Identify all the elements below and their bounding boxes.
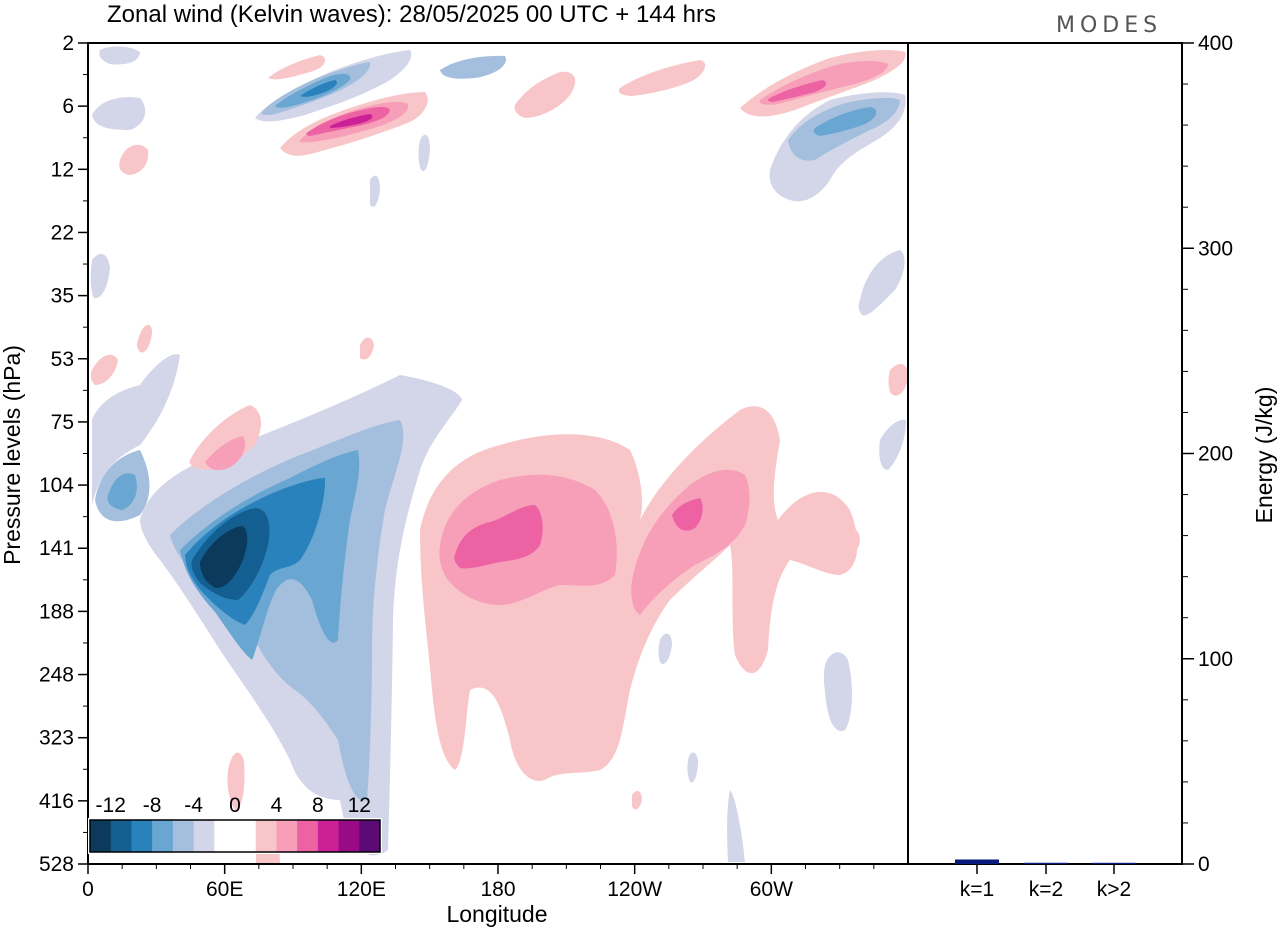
positive-contour-lvl2 <box>205 436 750 615</box>
y-tick-label: 323 <box>39 727 74 750</box>
x-tick-label: 60W <box>750 878 793 901</box>
colorbar-swatch <box>276 820 298 852</box>
energy-tick-label: 200 <box>1198 443 1233 466</box>
energy-axis: 0 100 200 300 400 <box>1182 32 1233 876</box>
energy-axis-label: Energy (J/kg) <box>1251 387 1277 524</box>
energy-tick-label: 100 <box>1198 648 1233 671</box>
energy-bar <box>955 859 999 864</box>
colorbar-swatch <box>317 820 340 852</box>
bar-category-label: k>2 <box>1097 878 1131 901</box>
upper-pos-left-lvl4 <box>330 114 373 128</box>
longitude-axis: 0 60E 120E 180 120W 60W <box>82 864 875 901</box>
positive-contour-lvl3 <box>454 498 703 569</box>
upper-pos-left-lvl2 <box>299 61 888 143</box>
colorbar-swatch <box>214 820 236 852</box>
chart-title: Zonal wind (Kelvin waves): 28/05/2025 00… <box>107 1 716 28</box>
y-tick-label: 6 <box>62 95 74 118</box>
colorbar-label: -8 <box>143 794 162 817</box>
colorbar-swatch <box>297 820 319 852</box>
energy-tick-label: 300 <box>1198 237 1233 260</box>
colorbar-border <box>89 819 381 853</box>
x-tick-label: 180 <box>480 878 515 901</box>
colorbar-swatch <box>152 820 174 852</box>
y-tick-label: 2 <box>62 32 74 55</box>
x-tick-label: 0 <box>82 878 94 901</box>
colorbar-swatch <box>172 820 195 852</box>
colorbar-label: 4 <box>271 794 283 817</box>
colorbar-swatch <box>90 820 112 852</box>
colorbar-label: -12 <box>96 794 126 817</box>
colorbar-swatch <box>131 820 153 852</box>
y-tick-label: 53 <box>51 348 74 371</box>
colorbar-swatch <box>193 820 215 852</box>
y-tick-label: 75 <box>51 411 74 434</box>
y-tick-label: 35 <box>51 285 74 308</box>
pressure-axis: 2 6 12 22 35 53 75 104 141 188 248 323 416 528 <box>39 32 88 876</box>
bar-category-label: k=1 <box>960 878 994 901</box>
y-tick-label: 104 <box>39 474 74 497</box>
y-axis-label: Pressure levels (hPa) <box>0 345 25 565</box>
colorbar-label: 8 <box>312 794 324 817</box>
x-axis-label: Longitude <box>446 901 547 927</box>
energy-tick-label: 400 <box>1198 32 1233 55</box>
x-tick-label: 120W <box>607 878 662 901</box>
energy-bar <box>1092 862 1136 864</box>
y-tick-label: 22 <box>51 221 74 244</box>
upper-neg-left-lvl1 <box>92 46 906 202</box>
negative-contour-lvl6 <box>200 526 248 588</box>
x-tick-label: 120E <box>337 878 386 901</box>
colorbar-swatch <box>338 820 360 852</box>
colorbar-swatch <box>255 820 277 852</box>
energy-panel-frame <box>907 42 1183 865</box>
bar-category-label: k=2 <box>1029 878 1063 901</box>
energy-bar <box>1024 862 1068 864</box>
colorbar-swatch <box>235 820 257 852</box>
colorbar-swatch <box>110 820 132 852</box>
y-tick-label: 416 <box>39 790 74 813</box>
y-tick-label: 141 <box>39 537 74 560</box>
upper-neg-left-lvl4 <box>300 80 337 97</box>
colorbar: -12 -8 -4 0 4 8 12 <box>88 794 382 854</box>
y-tick-label: 12 <box>51 158 74 181</box>
colorbar-swatch <box>359 820 381 852</box>
x-tick-label: 60E <box>206 878 243 901</box>
colorbar-label: 12 <box>348 794 371 817</box>
colorbar-label: -4 <box>184 794 203 817</box>
y-tick-label: 188 <box>39 600 74 623</box>
energy-tick-label: 0 <box>1198 853 1210 876</box>
energy-bars: k=1 k=2 k>2 <box>955 859 1136 901</box>
colorbar-label: 0 <box>229 794 241 817</box>
y-tick-label: 248 <box>39 664 74 687</box>
modes-logo: MODES <box>1056 13 1162 38</box>
contour-field <box>90 46 908 864</box>
y-tick-label: 528 <box>39 853 74 876</box>
